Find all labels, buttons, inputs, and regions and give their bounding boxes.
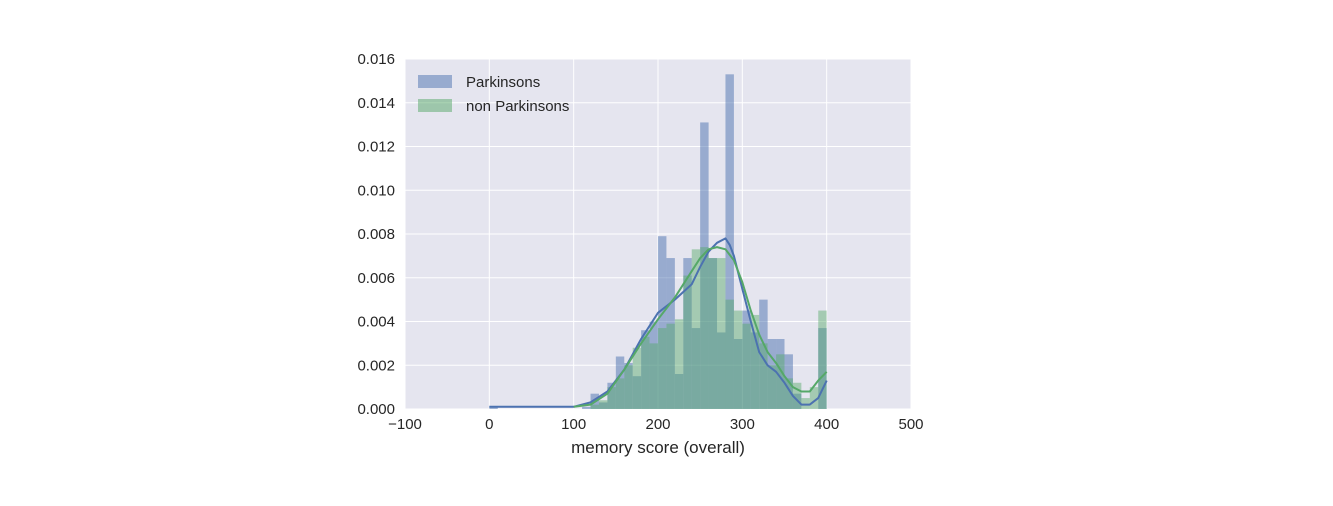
parkinsons-bar — [700, 122, 709, 409]
x-tick-labels: −100 0 100 200 300 400 500 — [388, 416, 923, 433]
non-parkinsons-bar — [590, 404, 599, 409]
parkinsons-bars — [489, 74, 827, 409]
y-tick-label: 0.004 — [357, 314, 395, 331]
parkinsons-bar — [742, 310, 751, 409]
non-parkinsons-bar — [725, 299, 734, 409]
y-tick-label: 0.002 — [357, 357, 395, 374]
y-tick-label: 0.010 — [357, 182, 395, 199]
parkinsons-bar — [598, 402, 608, 409]
non-parkinsons-bar — [649, 343, 658, 409]
y-tick-labels: 0.000 0.002 0.004 0.006 0.008 0.010 0.012 0.014… — [357, 51, 395, 418]
non-parkinsons-bar — [733, 310, 743, 409]
parkinsons-bar — [582, 406, 591, 409]
non-parkinsons-bar — [818, 310, 827, 409]
non-parkinsons-bar — [759, 343, 768, 409]
x-axis-label: memory score (overall) — [571, 438, 745, 457]
y-tick-label: 0.008 — [357, 226, 395, 243]
parkinsons-bar — [759, 299, 768, 409]
non-parkinsons-bar — [801, 398, 810, 409]
non-parkinsons-bar — [708, 258, 718, 409]
kde-lines — [489, 237, 828, 408]
non-parkinsons-bar — [784, 378, 793, 409]
non-parkinsons-bar — [641, 336, 650, 409]
non-parkinsons-bar — [674, 319, 684, 409]
parkinsons-bar — [683, 258, 692, 409]
non-parkinsons-bar — [792, 382, 802, 409]
parkinsons-bar — [607, 382, 616, 409]
x-tick-label: 200 — [645, 416, 670, 433]
legend-swatch-parkinsons — [418, 75, 452, 88]
non-parkinsons-kde-line — [573, 246, 828, 408]
non-parkinsons-bar — [624, 365, 633, 409]
parkinsons-bar — [649, 321, 658, 409]
non-parkinsons-bar — [742, 323, 751, 409]
y-tick-label: 0.014 — [357, 95, 395, 112]
legend-label-non-parkinsons: non Parkinsons — [466, 98, 569, 115]
parkinsons-bar — [489, 406, 498, 409]
non-parkinsons-bar — [776, 354, 785, 409]
parkinsons-bar — [708, 258, 718, 409]
parkinsons-bar — [624, 363, 633, 409]
parkinsons-bar — [717, 332, 726, 409]
non-parkinsons-bars — [590, 247, 827, 409]
parkinsons-bar — [750, 332, 760, 409]
parkinsons-bar — [733, 339, 743, 409]
x-tick-label: 400 — [814, 416, 839, 433]
parkinsons-bar — [658, 236, 667, 409]
non-parkinsons-bar — [598, 400, 608, 409]
non-parkinsons-bar — [666, 323, 675, 409]
non-parkinsons-bar — [700, 247, 709, 409]
legend-swatch-non-parkinsons — [418, 99, 452, 112]
x-tick-label: 0 — [485, 416, 493, 433]
parkinsons-bar — [641, 330, 650, 409]
legend-label-parkinsons: Parkinsons — [466, 74, 540, 91]
x-tick-label: −100 — [388, 416, 422, 433]
non-parkinsons-bar — [632, 347, 642, 409]
x-tick-label: 100 — [561, 416, 586, 433]
parkinsons-bar — [691, 328, 701, 409]
parkinsons-bar — [725, 74, 734, 409]
non-parkinsons-bar — [767, 365, 777, 409]
legend: Parkinsons non Parkinsons — [418, 74, 569, 115]
non-parkinsons-bar — [615, 378, 625, 409]
parkinsons-bar — [632, 376, 642, 409]
parkinsons-bar — [767, 339, 777, 409]
parkinsons-bar — [615, 356, 625, 409]
non-parkinsons-bar — [809, 387, 819, 409]
parkinsons-bar — [818, 328, 827, 409]
parkinsons-bar — [776, 339, 785, 409]
y-tick-label: 0.012 — [357, 139, 395, 156]
x-tick-label: 300 — [730, 416, 755, 433]
y-tick-label: 0.006 — [357, 270, 395, 287]
parkinsons-bar — [666, 258, 675, 409]
non-parkinsons-bar — [607, 387, 616, 409]
non-parkinsons-bar — [691, 249, 701, 409]
parkinsons-bar — [674, 374, 684, 409]
x-tick-label: 500 — [898, 416, 923, 433]
y-tick-label: 0.000 — [357, 401, 395, 418]
y-tick-label: 0.016 — [357, 51, 395, 68]
non-parkinsons-bar — [750, 314, 760, 409]
non-parkinsons-bar — [658, 328, 667, 409]
non-parkinsons-bar — [717, 258, 726, 409]
non-parkinsons-bar — [683, 275, 692, 409]
